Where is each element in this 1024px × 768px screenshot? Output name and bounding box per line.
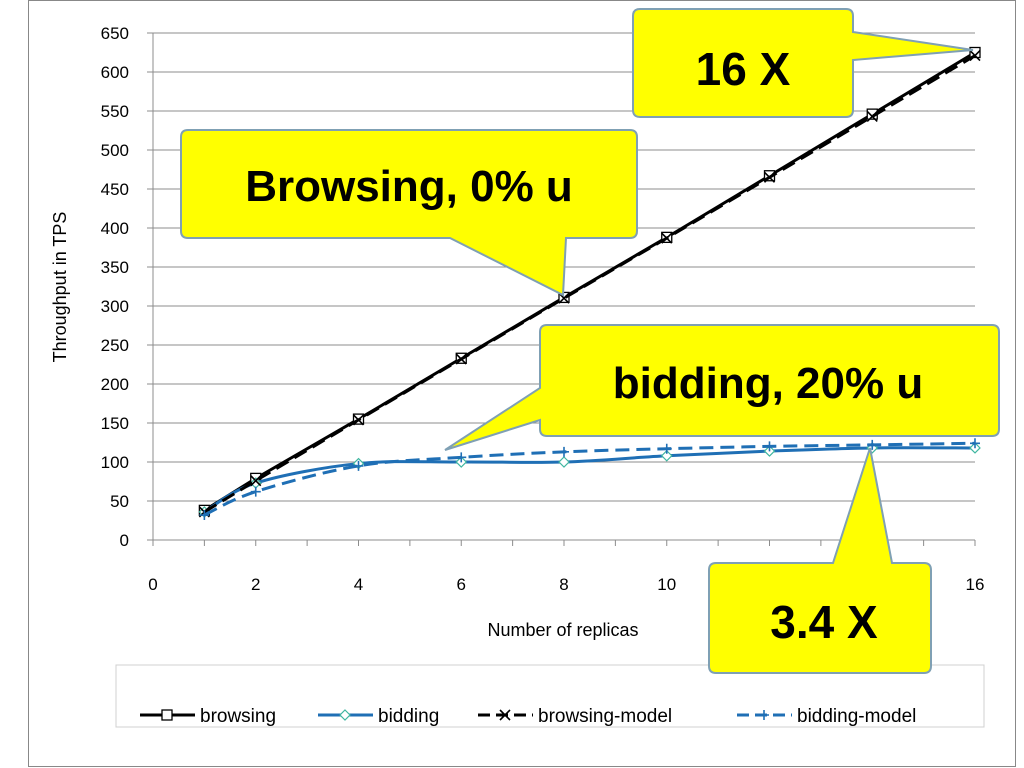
legend-label-browsing-model: browsing-model — [538, 706, 672, 727]
y-tick-label: 150 — [101, 414, 129, 433]
series-bidding-model — [199, 438, 980, 521]
series-line-bidding-model — [203, 441, 976, 517]
legend-label-bidding: bidding — [378, 706, 439, 727]
legend-marker-browsing — [161, 709, 173, 721]
series-layer — [198, 46, 981, 521]
data-point-browsing-model — [455, 353, 467, 365]
legend-marker-bidding-model — [759, 710, 769, 720]
y-tick-label: 50 — [110, 492, 129, 511]
x-tick-label: 8 — [559, 575, 568, 594]
data-point-bidding-model — [970, 438, 980, 449]
x-tick-label: 16 — [966, 575, 985, 594]
series-line-browsing-model — [203, 54, 976, 514]
data-point-bidding-model — [867, 439, 878, 450]
legend-label-browsing: browsing — [200, 706, 276, 727]
y-tick-label: 100 — [101, 453, 129, 472]
callout-bidding: bidding, 20% u — [444, 324, 1000, 451]
y-tick-label: 300 — [101, 297, 129, 316]
y-tick-label: 450 — [101, 180, 129, 199]
x-tick-label: 0 — [148, 575, 157, 594]
data-point-bidding-model — [764, 441, 775, 452]
x-axis-title: Number of replicas — [487, 620, 638, 640]
data-point-browsing-model — [661, 232, 673, 244]
x-tick-labels: 0 2 4 6 8 10 16 — [148, 575, 984, 594]
y-tick-label: 400 — [101, 219, 129, 238]
y-tick-label: 200 — [101, 375, 129, 394]
x-tick-label: 6 — [457, 575, 466, 594]
y-tick-label: 0 — [120, 531, 129, 550]
data-point-bidding-model — [199, 510, 210, 521]
data-point-bidding-model — [559, 446, 569, 457]
legend-box — [115, 664, 985, 728]
callout-browsing-text: Browsing, 0% u — [245, 162, 573, 211]
x-tick-label: 4 — [354, 575, 363, 594]
y-tick-label: 350 — [101, 258, 129, 277]
y-tick-label: 650 — [101, 24, 129, 43]
callout-3-4x: 3.4 X — [708, 447, 932, 674]
y-tick-label: 600 — [101, 63, 129, 82]
data-point-browsing-model — [969, 50, 981, 62]
callout-browsing: Browsing, 0% u — [180, 129, 638, 297]
y-tick-label: 250 — [101, 336, 129, 355]
data-point-bidding-model — [661, 443, 672, 454]
legend-label-bidding-model: bidding-model — [797, 706, 916, 727]
data-point-browsing — [969, 46, 981, 59]
x-tick-label: 2 — [251, 575, 260, 594]
data-point-browsing-model — [763, 171, 776, 183]
y-tick-label: 550 — [101, 102, 129, 121]
data-point-bidding — [660, 449, 673, 462]
axes — [147, 32, 976, 546]
data-point-bidding-model — [353, 460, 364, 471]
y-axis-title: Throughput in TPS — [50, 212, 70, 363]
legend: browsing bidding browsing-model bidding-mod… — [140, 706, 916, 727]
callout-3-4x-text: 3.4 X — [770, 596, 878, 648]
data-point-bidding-model — [456, 452, 467, 463]
callout-bidding-text: bidding, 20% u — [613, 359, 923, 408]
x-tick-label: 10 — [657, 575, 676, 594]
legend-marker-browsing-model — [499, 709, 511, 721]
data-point-browsing-model — [352, 414, 365, 426]
callout-16x: 16 X — [632, 8, 974, 118]
data-point-bidding-model — [250, 486, 261, 497]
data-point-browsing-model — [866, 110, 878, 123]
callout-16x-text: 16 X — [696, 43, 791, 95]
legend-marker-bidding — [339, 709, 351, 721]
data-point-browsing-model — [250, 475, 262, 487]
y-tick-label: 500 — [101, 141, 129, 160]
y-tick-labels: 0 50 100 150 200 250 300 350 400 450 500 550 600 650 — [101, 24, 129, 550]
data-point-bidding — [558, 456, 570, 468]
